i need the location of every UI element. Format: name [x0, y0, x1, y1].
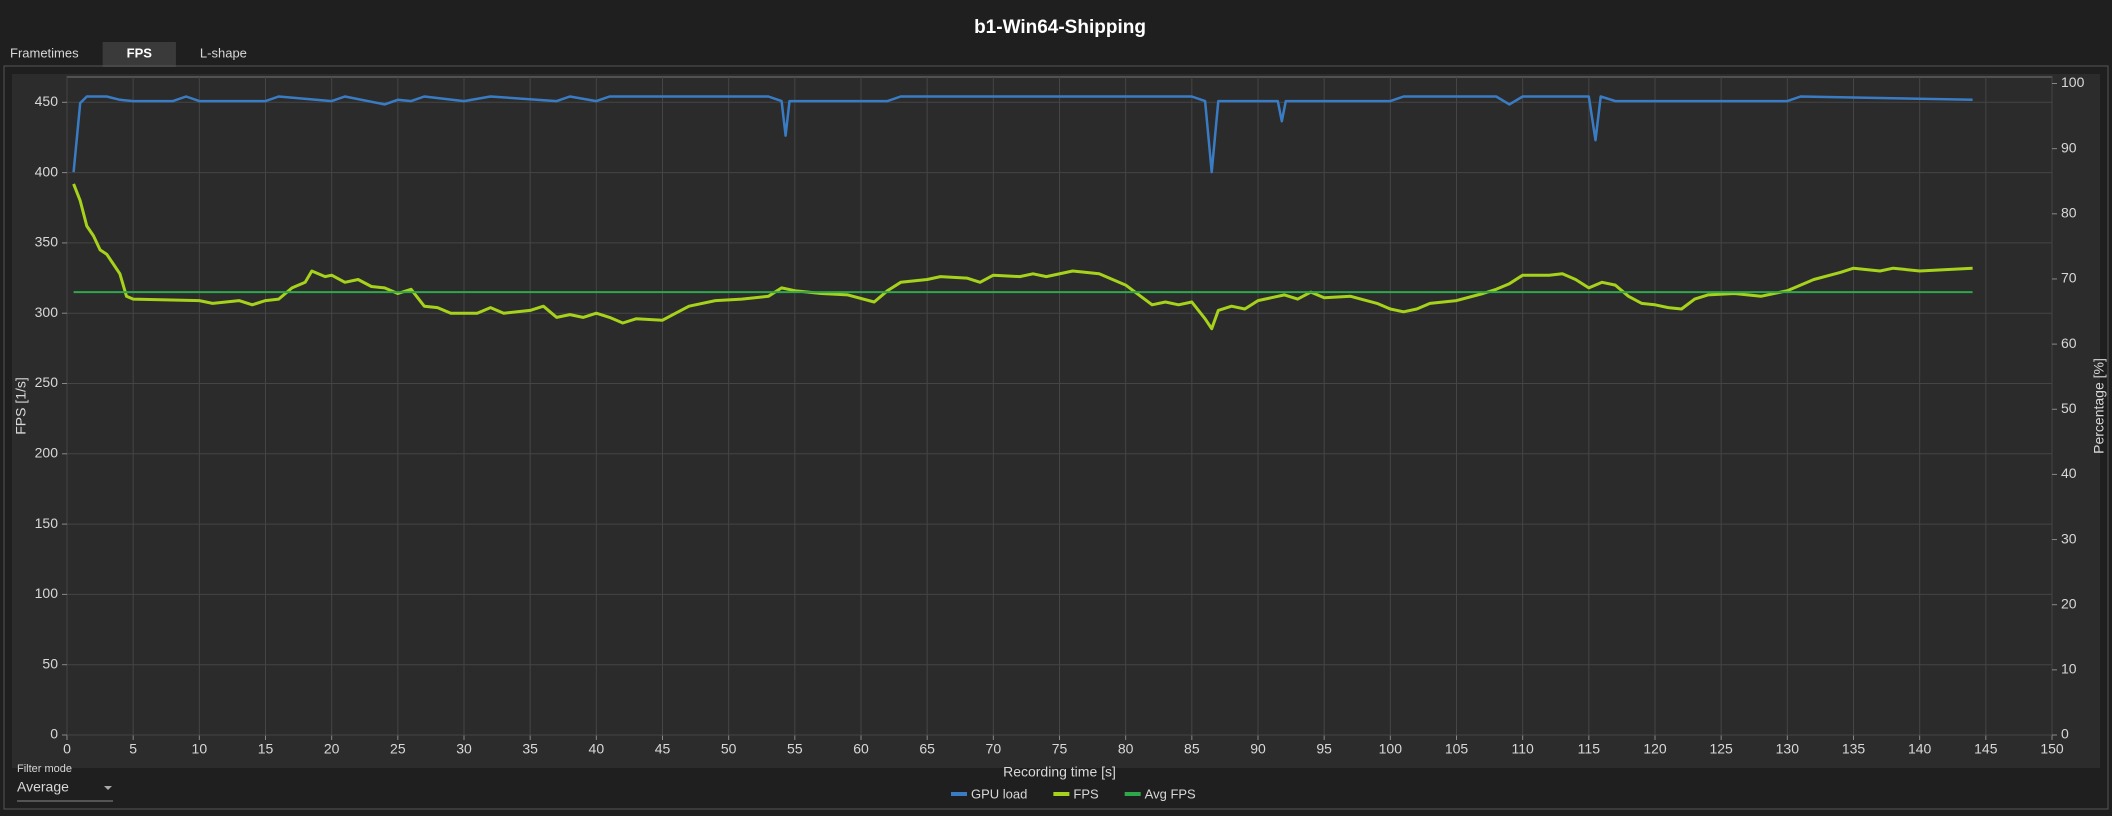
tab[interactable]: L-shape	[200, 45, 247, 60]
x-tick-label: 145	[1974, 741, 1998, 757]
x-tick-label: 30	[456, 741, 472, 757]
x-tick-label: 125	[1709, 741, 1733, 757]
y-tick-label: 0	[50, 726, 58, 742]
legend-label[interactable]: Avg FPS	[1145, 786, 1196, 801]
x-tick-label: 35	[522, 741, 538, 757]
y2-tick-label: 100	[2061, 74, 2085, 90]
y2-tick-label: 90	[2061, 139, 2077, 155]
y2-tick-label: 0	[2061, 726, 2069, 742]
x-tick-label: 40	[589, 741, 605, 757]
x-tick-label: 20	[324, 741, 340, 757]
x-tick-label: 135	[1842, 741, 1866, 757]
y-tick-label: 100	[35, 585, 59, 601]
x-tick-label: 75	[1052, 741, 1068, 757]
y-tick-label: 250	[35, 374, 59, 390]
series-line	[72, 183, 1973, 331]
y2-tick-label: 80	[2061, 205, 2077, 221]
x-tick-label: 10	[192, 741, 208, 757]
y2-tick-label: 50	[2061, 400, 2077, 416]
x-tick-label: 110	[1512, 741, 1535, 757]
x-tick-label: 60	[853, 741, 869, 757]
tab[interactable]: FPS	[127, 45, 153, 60]
x-axis-title: Recording time [s]	[1003, 764, 1116, 780]
filter-dropdown[interactable]: Average	[17, 779, 69, 795]
x-tick-label: 140	[1908, 741, 1932, 757]
x-tick-label: 65	[919, 741, 935, 757]
tab[interactable]: Frametimes	[10, 45, 79, 60]
y-axis-title: FPS [1/s]	[13, 377, 29, 435]
y2-tick-label: 30	[2061, 530, 2077, 546]
x-tick-label: 95	[1316, 741, 1332, 757]
y-tick-label: 350	[35, 234, 59, 250]
x-tick-label: 50	[721, 741, 737, 757]
y-tick-label: 150	[35, 515, 59, 531]
x-tick-label: 45	[655, 741, 671, 757]
y-tick-label: 200	[35, 445, 59, 461]
legend-label[interactable]: GPU load	[971, 786, 1027, 801]
x-tick-label: 105	[1445, 741, 1469, 757]
x-tick-label: 15	[258, 741, 274, 757]
y2-tick-label: 40	[2061, 465, 2077, 481]
x-tick-label: 120	[1643, 741, 1667, 757]
y-tick-label: 400	[35, 163, 59, 179]
y-tick-label: 450	[35, 93, 59, 109]
legend-label[interactable]: FPS	[1073, 786, 1099, 801]
x-tick-label: 70	[986, 741, 1002, 757]
y-tick-label: 300	[35, 304, 59, 320]
window-title: b1-Win64-Shipping	[974, 17, 1146, 38]
chart-frame	[3, 65, 2109, 810]
y2-tick-label: 20	[2061, 595, 2077, 611]
x-tick-label: 90	[1250, 741, 1266, 757]
x-tick-label: 0	[63, 741, 71, 757]
y2-tick-label: 70	[2061, 270, 2077, 286]
y2-tick-label: 60	[2061, 335, 2077, 351]
y2-axis-title: Percentage [%]	[2091, 358, 2107, 454]
x-tick-label: 115	[1578, 741, 1601, 757]
filter-label: Filter mode	[17, 763, 72, 775]
x-tick-label: 85	[1184, 741, 1200, 757]
x-tick-label: 130	[1776, 741, 1800, 757]
x-tick-label: 55	[787, 741, 803, 757]
tab-selected-bg	[102, 42, 176, 67]
dropdown-arrow[interactable]	[104, 786, 112, 790]
x-tick-label: 5	[129, 741, 137, 757]
y2-tick-label: 10	[2061, 661, 2077, 677]
x-tick-label: 25	[390, 741, 406, 757]
y-tick-label: 50	[42, 655, 58, 671]
series-line	[72, 95, 1973, 174]
x-tick-label: 80	[1118, 741, 1134, 757]
x-tick-label: 150	[2040, 741, 2064, 757]
x-tick-label: 100	[1379, 741, 1403, 757]
